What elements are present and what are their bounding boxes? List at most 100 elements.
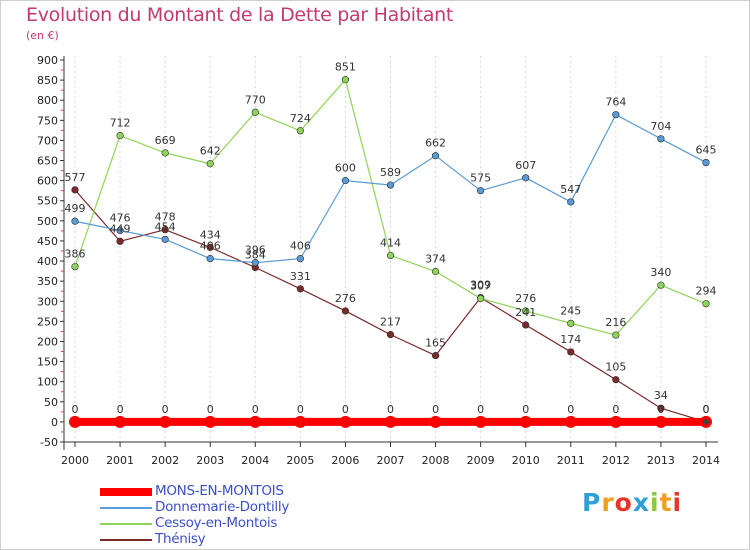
data-label-mons-en-montois: 0 xyxy=(72,403,79,416)
data-point-cessoy-en-montois xyxy=(567,319,575,327)
legend-swatch xyxy=(100,507,152,509)
data-point-donnemarie-dontilly xyxy=(612,111,620,119)
data-point-cessoy-en-montois xyxy=(161,149,169,157)
data-label-thenisy: 434 xyxy=(200,228,221,241)
data-label-thenisy: 34 xyxy=(654,389,668,402)
data-point-donnemarie-dontilly xyxy=(116,226,124,235)
x-tick-label: 2000 xyxy=(61,454,89,467)
legend-item-donnemarie-dontilly: Donnemarie-Dontilly xyxy=(100,500,400,516)
data-label-cessoy-en-montois: 770 xyxy=(245,93,266,106)
data-label-donnemarie-dontilly: 406 xyxy=(200,240,221,253)
data-label-donnemarie-dontilly: 406 xyxy=(290,240,311,253)
y-tick-label: 800 xyxy=(37,94,58,107)
y-tick-label: 0 xyxy=(51,416,58,429)
data-point-cessoy-en-montois xyxy=(477,294,485,303)
data-label-mons-en-montois: 0 xyxy=(207,403,214,416)
data-point-cessoy-en-montois xyxy=(386,251,395,260)
data-point-thenisy xyxy=(522,321,530,329)
data-label-mons-en-montois: 0 xyxy=(342,403,349,416)
data-point-donnemarie-dontilly xyxy=(477,187,485,195)
legend-label: MONS-EN-MONTOIS xyxy=(155,483,284,499)
data-label-mons-en-montois: 0 xyxy=(522,403,529,416)
data-point-thenisy xyxy=(657,404,665,412)
x-tick-label: 2013 xyxy=(647,454,675,467)
data-label-cessoy-en-montois: 642 xyxy=(200,145,221,158)
data-point-donnemarie-dontilly xyxy=(522,174,530,182)
data-point-cessoy-en-montois xyxy=(341,76,350,84)
data-point-donnemarie-dontilly xyxy=(657,135,665,143)
data-label-cessoy-en-montois: 851 xyxy=(335,61,356,74)
y-tick-label: 700 xyxy=(37,134,58,147)
y-tick-label: 150 xyxy=(37,356,58,369)
logo-letter: i xyxy=(650,488,660,517)
logo-letter: i xyxy=(672,488,683,517)
data-label-mons-en-montois: 0 xyxy=(477,403,484,416)
logo-letter: o xyxy=(614,488,633,517)
data-label-cessoy-en-montois: 414 xyxy=(380,236,401,249)
data-label-donnemarie-dontilly: 454 xyxy=(155,220,176,233)
data-label-thenisy: 478 xyxy=(155,211,176,224)
data-label-cessoy-en-montois: 374 xyxy=(425,253,446,266)
series-group xyxy=(69,76,712,428)
data-label-cessoy-en-montois: 294 xyxy=(696,285,717,298)
data-label-thenisy: 105 xyxy=(605,361,626,374)
data-point-cessoy-en-montois xyxy=(71,263,79,271)
y-tick-label: 900 xyxy=(37,54,58,67)
y-tick-label: 400 xyxy=(37,255,58,268)
y-tick-label: 450 xyxy=(37,235,58,248)
y-tick-label: 600 xyxy=(37,175,58,188)
data-point-cessoy-en-montois xyxy=(702,300,710,308)
data-point-mons-en-montois xyxy=(249,415,262,428)
data-label-donnemarie-dontilly: 662 xyxy=(425,137,446,150)
data-point-thenisy xyxy=(206,243,214,251)
data-label-cessoy-en-montois: 340 xyxy=(650,266,671,279)
data-label-thenisy: 174 xyxy=(560,333,581,346)
data-point-donnemarie-dontilly xyxy=(161,235,169,243)
data-label-mons-en-montois: 0 xyxy=(657,403,664,416)
y-tick-label: 550 xyxy=(37,195,58,208)
y-tick-label: 50 xyxy=(44,396,58,409)
legend-label: Donnemarie-Dontilly xyxy=(155,499,290,515)
data-point-mons-en-montois xyxy=(564,415,577,428)
logo-letter: t xyxy=(659,488,673,517)
data-label-thenisy: 331 xyxy=(290,270,311,283)
data-point-mons-en-montois xyxy=(114,415,127,428)
x-tick-label: 2011 xyxy=(557,454,585,467)
data-label-cessoy-en-montois: 245 xyxy=(560,304,581,317)
data-label-cessoy-en-montois: 724 xyxy=(290,112,311,125)
data-point-donnemarie-dontilly xyxy=(567,198,575,206)
data-point-cessoy-en-montois xyxy=(296,127,304,135)
data-label-cessoy-en-montois: 386 xyxy=(65,248,86,261)
y-tick-label: 850 xyxy=(37,74,58,87)
data-point-end-marker xyxy=(703,418,709,425)
data-point-donnemarie-dontilly xyxy=(341,177,350,185)
legend-swatch xyxy=(100,523,152,525)
data-point-donnemarie-dontilly xyxy=(296,255,304,263)
x-tick-label: 2009 xyxy=(467,454,495,467)
data-point-donnemarie-dontilly xyxy=(431,152,440,160)
data-point-thenisy xyxy=(386,331,395,339)
logo-letter: P xyxy=(582,488,602,517)
axes: -50 0 50 100 150 200 250 300 350 400 450 500 550 600 6… xyxy=(37,54,720,467)
logo-letter: x xyxy=(632,488,650,517)
data-label-mons-en-montois: 0 xyxy=(387,403,394,416)
logo-letter: r xyxy=(601,488,615,517)
data-point-mons-en-montois xyxy=(204,415,217,428)
data-label-thenisy: 276 xyxy=(335,292,356,305)
data-label-thenisy: 165 xyxy=(425,337,446,350)
data-point-mons-en-montois xyxy=(69,415,81,428)
data-label-thenisy: 241 xyxy=(515,306,536,319)
data-label-mons-en-montois: 0 xyxy=(432,403,439,416)
data-label-donnemarie-dontilly: 575 xyxy=(470,172,491,185)
data-label-mons-en-montois: 0 xyxy=(162,403,169,416)
chart-unit: (en €) xyxy=(26,29,59,42)
x-tick-label: 2014 xyxy=(692,454,720,467)
data-label-donnemarie-dontilly: 704 xyxy=(650,120,671,133)
y-tick-label: 650 xyxy=(37,155,58,168)
data-labels: 0 0 0 0 0 0 0 0 0 0 0 0 0 0 0 499 476 454 406 396 406 600 589 6… xyxy=(65,61,717,416)
legend-item-mons-en-montois: MONS-EN-MONTOIS xyxy=(100,484,400,500)
data-label-mons-en-montois: 0 xyxy=(117,403,124,416)
data-label-thenisy: 0 xyxy=(703,403,710,416)
data-point-mons-en-montois xyxy=(294,415,307,428)
